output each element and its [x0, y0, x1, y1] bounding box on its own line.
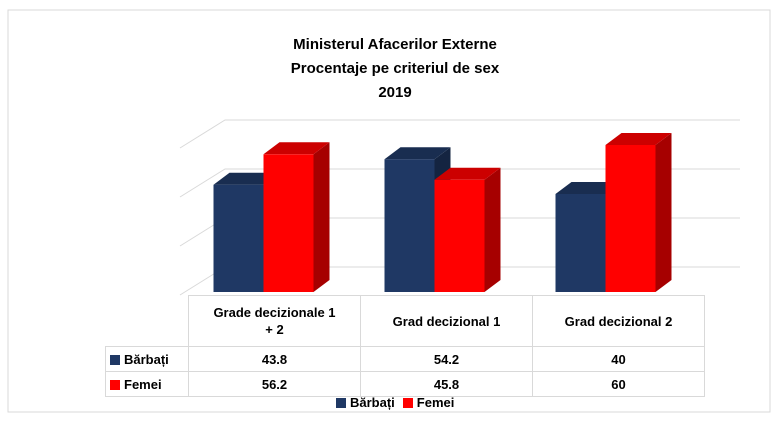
category-cell: Grade decizionale 1 + 2 — [188, 295, 361, 347]
legend: Bărbați Femei — [336, 395, 462, 410]
bar-top — [384, 147, 451, 160]
legend-item: Bărbați — [336, 395, 395, 410]
chart-title: 2019 — [378, 84, 411, 101]
bar — [434, 167, 501, 292]
bar-side — [484, 167, 501, 292]
grid-line — [179, 119, 740, 149]
row-label: Femei — [124, 376, 162, 392]
bar — [263, 142, 330, 292]
chart-title: Procentaje pe criteriul de sex — [291, 60, 500, 77]
value-cell: 45.8 — [360, 371, 533, 397]
chart-title: Ministerul Afacerilor Externe — [293, 36, 497, 53]
bar-front — [605, 145, 656, 292]
legend-label: Bărbați — [350, 395, 395, 410]
bar-front — [555, 194, 606, 292]
legend-swatch — [110, 379, 120, 390]
bar-top — [434, 167, 501, 180]
legend-swatch — [110, 354, 120, 365]
row-header: Bărbați — [105, 346, 189, 372]
bar-top — [555, 182, 622, 194]
bar-front — [213, 184, 264, 292]
bar-top — [263, 142, 330, 155]
legend-item: Femei — [402, 395, 455, 410]
table-row: Femei 56.2 45.8 60 — [105, 371, 705, 397]
value-cell: 56.2 — [188, 371, 361, 397]
category-label: Grade decizionale 1 + 2 — [213, 305, 336, 337]
value-cell: 43.8 — [188, 346, 361, 372]
category-cell: Grad decizional 1 — [360, 295, 533, 347]
value-cell: 54.2 — [360, 346, 533, 372]
row-header: Femei — [105, 371, 189, 397]
row-label: Bărbați — [124, 351, 169, 367]
bar-top — [605, 133, 672, 145]
category-label: Grad decizional 2 — [564, 313, 673, 329]
category-cell: Grad decizional 2 — [532, 295, 705, 347]
bar — [605, 133, 672, 292]
value-cell: 40 — [532, 346, 705, 372]
category-label: Grad decizional 1 — [392, 313, 501, 329]
legend-label: Femei — [416, 395, 455, 410]
bar-side — [655, 133, 672, 292]
bar-front — [384, 159, 435, 292]
table-header-row: Grade decizionale 1 + 2 Grad decizional 1… — [106, 295, 705, 347]
grid-line — [179, 168, 740, 198]
bar-side — [313, 142, 330, 292]
legend-swatch — [336, 398, 346, 408]
table-row: Bărbați 43.8 54.2 40 — [105, 346, 705, 372]
bar-front — [263, 154, 314, 292]
table-corner — [106, 296, 189, 347]
data-table: Grade decizionale 1 + 2 Grad decizional 1… — [105, 295, 705, 397]
value-cell: 60 — [532, 371, 705, 397]
bar-top — [213, 172, 280, 185]
bar-front — [434, 179, 485, 292]
legend-swatch — [402, 398, 413, 408]
